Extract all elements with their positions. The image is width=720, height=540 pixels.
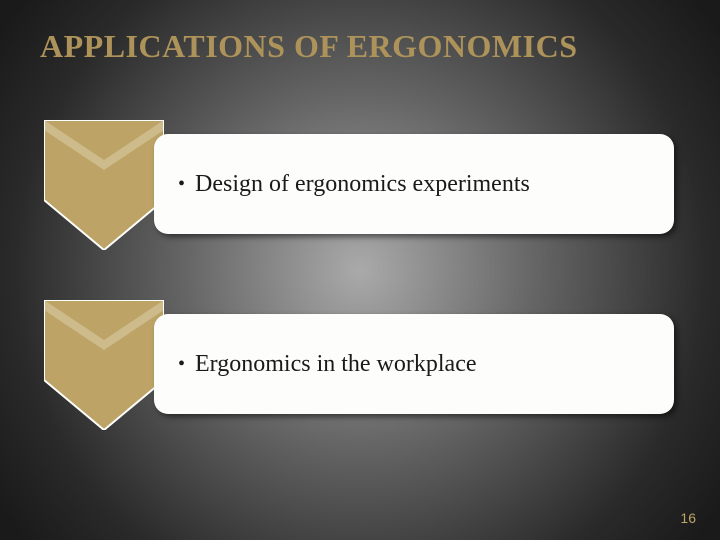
chevron-icon bbox=[44, 300, 164, 430]
list-item: • Design of ergonomics experiments bbox=[44, 120, 684, 250]
bullet-row: • Design of ergonomics experiments bbox=[178, 171, 530, 198]
page-number: 16 bbox=[680, 510, 696, 526]
slide-title: APPLICATIONS OF ERGONOMICS bbox=[40, 28, 577, 65]
bullet-row: • Ergonomics in the workplace bbox=[178, 351, 477, 378]
bullet-text: Design of ergonomics experiments bbox=[195, 171, 530, 198]
chevron-icon bbox=[44, 120, 164, 250]
list-item: • Ergonomics in the workplace bbox=[44, 300, 684, 430]
text-box: • Ergonomics in the workplace bbox=[154, 314, 674, 414]
slide: APPLICATIONS OF ERGONOMICS • Design of e… bbox=[0, 0, 720, 540]
bullet-text: Ergonomics in the workplace bbox=[195, 351, 476, 378]
bullet-icon: • bbox=[178, 354, 185, 374]
bullet-icon: • bbox=[178, 174, 185, 194]
text-box: • Design of ergonomics experiments bbox=[154, 134, 674, 234]
